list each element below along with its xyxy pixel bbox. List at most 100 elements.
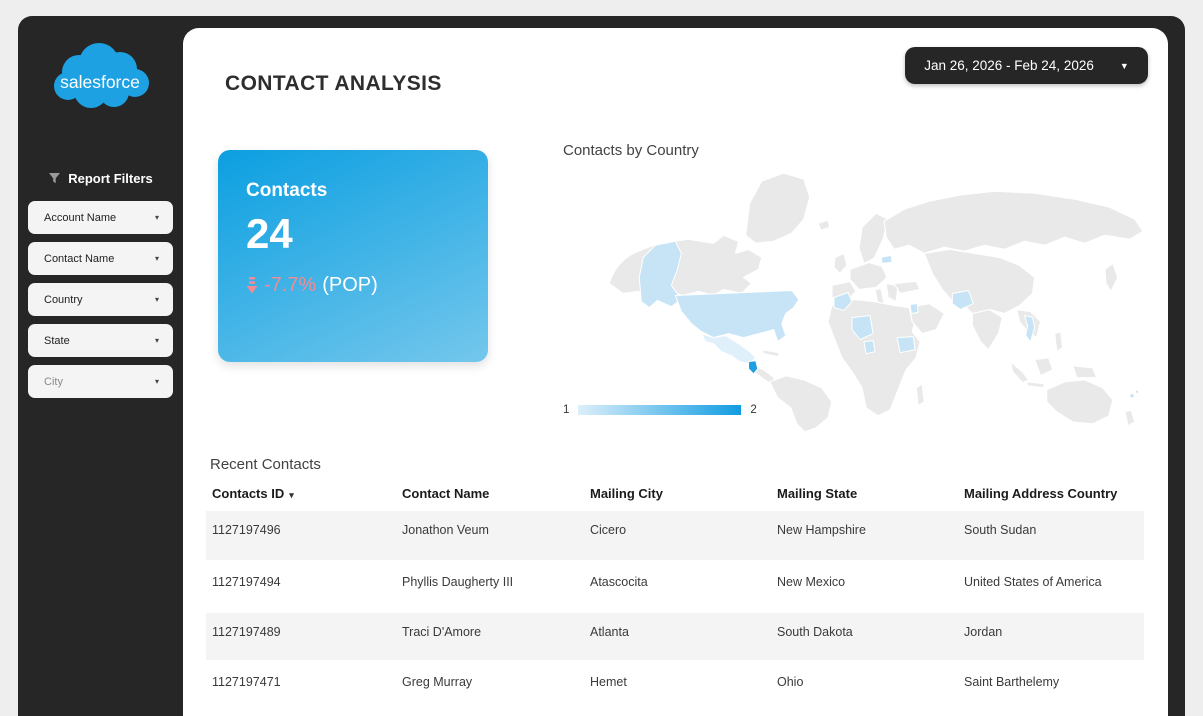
table-cell: 1127197471 <box>212 674 281 689</box>
map-iceland <box>817 219 831 231</box>
map-ghana-highlight <box>863 340 876 355</box>
table-cell: Ohio <box>777 674 804 689</box>
table-cell: 1127197496 <box>206 511 396 561</box>
map-legend: 1 2 <box>563 404 757 416</box>
filter-state[interactable]: State ▾ <box>28 324 173 357</box>
table-cell: Greg Murray <box>402 674 473 689</box>
table-header-row: Contacts ID ▾ Contact Name Mailing City Mail… <box>206 480 1144 511</box>
filter-contact-name[interactable]: Contact Name ▾ <box>28 242 173 275</box>
table-cell: Atlanta <box>584 611 771 661</box>
map-title: Contacts by Country <box>563 142 699 159</box>
table-cell: United States of America <box>964 574 1102 589</box>
map-greenland <box>745 172 811 244</box>
contacts-kpi-card[interactable]: Contacts 24 -7.7% (POP) <box>218 150 488 362</box>
map-fiji2-highlight <box>1134 389 1140 394</box>
map-india <box>971 308 1004 351</box>
map-scandinavia <box>858 212 889 264</box>
map-new-guinea <box>1072 365 1098 379</box>
contacts-table-body: 1127197496 Jonathon Veum Cicero New Hampshi… <box>206 511 1144 711</box>
map-south-america <box>769 375 833 433</box>
kpi-delta-value: -7.7% <box>264 274 317 296</box>
table-cell: Traci D'Amore <box>396 611 584 661</box>
map-uk <box>833 252 848 275</box>
report-filters-heading: Report Filters <box>18 171 183 186</box>
map-balkans <box>885 282 899 303</box>
map-jordan-highlight <box>909 302 919 315</box>
map-new-zealand <box>1124 409 1136 427</box>
legend-max-label: 2 <box>750 404 757 416</box>
kpi-delta-row: -7.7% (POP) <box>246 274 460 297</box>
map-australia <box>1046 379 1114 425</box>
recent-contacts-title: Recent Contacts <box>210 456 321 473</box>
table-row[interactable]: 1127197471 Greg Murray Hemet Ohio Saint Bart… <box>206 661 1144 711</box>
map-mexico-highlight <box>700 332 757 365</box>
map-alaska-highlight <box>638 240 683 309</box>
map-central-asia <box>923 248 1036 317</box>
map-latvia-highlight <box>880 254 893 264</box>
page-title: CONTACT ANALYSIS <box>225 72 442 95</box>
table-cell: South Dakota <box>771 611 958 661</box>
table-cell: New Mexico <box>777 574 846 589</box>
table-cell: Phyllis Daugherty III <box>402 574 514 589</box>
map-turkey <box>893 280 921 295</box>
filter-label: Contact Name <box>44 252 115 265</box>
filter-country[interactable]: Country ▾ <box>28 283 173 316</box>
column-header-mailing-city: Mailing City <box>590 486 663 501</box>
map-africa <box>827 298 921 417</box>
map-afghanistan-highlight <box>951 289 975 311</box>
map-usa-highlight <box>674 289 800 343</box>
table-cell: 1127197494 <box>212 574 281 589</box>
table-cell: Hemet <box>590 674 627 689</box>
sidebar: salesforce Report Filters Account Name ▾ C… <box>18 16 183 716</box>
map-cuba <box>761 349 781 358</box>
chevron-down-icon: ▾ <box>154 254 159 263</box>
map-south-sudan-highlight <box>896 336 916 354</box>
chevron-down-icon: ▾ <box>154 213 159 222</box>
contacts-by-country-map[interactable] <box>563 164 1150 433</box>
column-header-mailing-state: Mailing State <box>777 486 858 501</box>
filter-funnel-icon <box>49 173 61 184</box>
map-fiji-highlight <box>1129 393 1135 399</box>
date-range-label: Jan 26, 2026 - Feb 24, 2026 <box>924 58 1094 73</box>
date-range-selector[interactable]: Jan 26, 2026 - Feb 24, 2026 ▼ <box>905 47 1148 84</box>
map-sumatra <box>1009 361 1030 384</box>
map-thailand-highlight <box>1023 314 1036 343</box>
map-madagascar <box>915 383 925 407</box>
map-guatemala-highlight <box>748 360 759 375</box>
salesforce-logo: salesforce <box>41 38 161 131</box>
filter-account-name[interactable]: Account Name ▾ <box>28 201 173 234</box>
filter-label: Country <box>44 293 83 306</box>
filter-label: City <box>44 375 63 388</box>
map-morocco-highlight <box>833 291 853 312</box>
column-header-contact-name: Contact Name <box>402 486 490 501</box>
chevron-down-icon: ▾ <box>154 377 159 386</box>
salesforce-logo-text: salesforce <box>60 72 140 92</box>
report-filters-label: Report Filters <box>68 171 153 186</box>
table-cell: Atascocita <box>590 574 648 589</box>
table-cell: Cicero <box>584 511 771 561</box>
column-header-contacts-id[interactable]: Contacts ID ▾ <box>212 486 294 501</box>
filter-city[interactable]: City ▾ <box>28 365 173 398</box>
main-content-card: CONTACT ANALYSIS Jan 26, 2026 - Feb 24, … <box>183 28 1168 716</box>
map-russia <box>883 190 1144 254</box>
table-row[interactable]: 1127197494 Phyllis Daugherty III Atascocit… <box>206 561 1144 611</box>
chevron-down-icon: ▾ <box>154 295 159 304</box>
column-header-mailing-address-country: Mailing Address Country <box>964 486 1118 501</box>
chevron-down-icon: ▼ <box>1119 60 1129 71</box>
map-central-europe <box>849 261 888 291</box>
salesforce-cloud-icon: salesforce <box>53 43 149 108</box>
table-row[interactable]: 1127197489 Traci D'Amore Atlanta South Dako… <box>206 611 1144 661</box>
trend-down-icon <box>246 277 258 294</box>
map-borneo <box>1034 357 1054 377</box>
table-cell: Jonathon Veum <box>396 511 584 561</box>
table-cell: South Sudan <box>958 511 1144 561</box>
chevron-down-icon: ▾ <box>154 336 159 345</box>
filter-list: Account Name ▾ Contact Name ▾ Country ▾ State ▾… <box>18 201 183 398</box>
table-cell: 1127197489 <box>206 611 396 661</box>
map-philippines <box>1054 331 1064 353</box>
map-java <box>1025 381 1046 389</box>
table-cell: New Hampshire <box>771 511 958 561</box>
table-row[interactable]: 1127197496 Jonathon Veum Cicero New Hampshi… <box>206 511 1144 561</box>
filter-label: State <box>44 334 70 347</box>
table-cell: Saint Barthelemy <box>964 674 1060 689</box>
